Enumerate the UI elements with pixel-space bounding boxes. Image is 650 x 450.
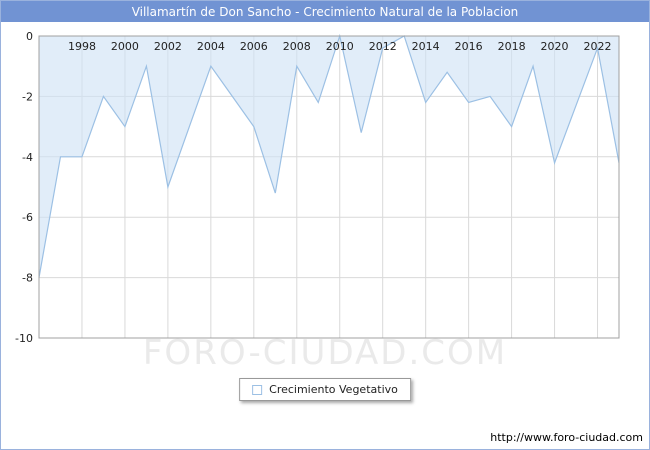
chart-title: Villamartín de Don Sancho - Crecimiento … [131,4,519,19]
legend-label: Crecimiento Vegetativo [269,383,398,396]
legend-swatch [252,384,263,395]
y-tick-label: -10 [15,332,33,345]
plot-border [38,35,620,339]
x-tick-label: 2020 [541,40,569,53]
x-tick-label: 2018 [498,40,526,53]
legend: Crecimiento Vegetativo [239,378,411,401]
x-tick-label: 1998 [68,40,96,53]
y-tick-label: -2 [22,90,33,103]
y-tick-label: -6 [22,211,33,224]
watermark: FORO-CIUDAD.COM [142,333,508,373]
x-tick-label: 2014 [412,40,440,53]
x-tick-label: 2010 [326,40,354,53]
x-tick-label: 2008 [283,40,311,53]
footer-link[interactable]: http://www.foro-ciudad.com [490,431,643,444]
y-tick-label: -4 [22,151,33,164]
x-tick-label: 2004 [197,40,225,53]
x-tick-label: 2002 [154,40,182,53]
x-tick-label: 2006 [240,40,268,53]
title-bar: Villamartín de Don Sancho - Crecimiento … [1,1,649,22]
x-tick-label: 2016 [455,40,483,53]
y-tick-label: -8 [22,272,33,285]
area-fill [39,36,619,278]
x-tick-label: 2012 [369,40,397,53]
series-line [38,33,620,278]
x-tick-label: 2022 [584,40,612,53]
y-tick-label: 0 [26,30,33,43]
x-tick-label: 2000 [111,40,139,53]
